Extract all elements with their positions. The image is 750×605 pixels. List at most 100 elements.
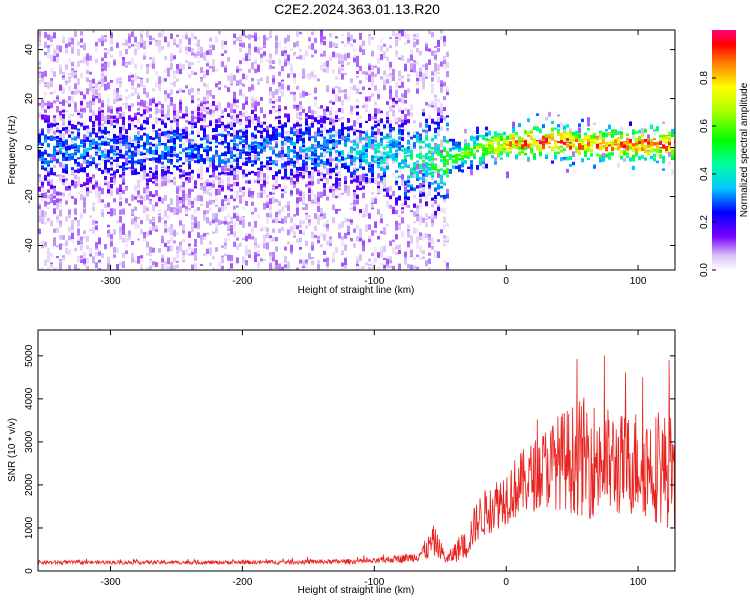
spectrogram-cell (443, 182, 446, 186)
spectrogram-cell (359, 254, 362, 261)
spectrogram-cell (350, 158, 353, 163)
spectrogram-cell (149, 191, 152, 197)
spectrogram-cell (56, 135, 59, 139)
spectrogram-cell (68, 145, 71, 150)
spectrogram-cell (239, 68, 242, 72)
spectrogram-cell (125, 139, 128, 144)
spectrogram-cell (95, 242, 98, 248)
spectrogram-cell (191, 152, 194, 156)
spectrogram-cell (476, 143, 479, 146)
spectrogram-cell (353, 105, 356, 110)
spectrogram-cell (128, 144, 131, 147)
spectrogram-cell (224, 172, 227, 175)
spectrogram-cell (155, 143, 158, 147)
spectrogram-cell (164, 146, 167, 151)
spectrogram-cell (458, 141, 461, 145)
spectrogram-cell (98, 82, 101, 85)
spectrogram-cell (128, 230, 131, 236)
spectrogram-cell (215, 247, 218, 252)
spectrogram-cell (101, 102, 104, 108)
spectrogram-cell (434, 165, 437, 171)
spectrogram-cell (389, 139, 392, 144)
spectrogram-cell (512, 136, 515, 141)
spectrogram-cell (398, 215, 401, 218)
spectrogram-cell (122, 139, 125, 145)
spectrogram-cell (551, 147, 554, 152)
spectrogram-cell (392, 99, 395, 105)
spectrogram-cell (56, 198, 59, 203)
spectrogram-cell (236, 157, 239, 163)
spectrogram-cell (224, 253, 227, 257)
spectrogram-cell (140, 259, 143, 263)
spectrogram-cell (251, 236, 254, 240)
spectrogram-cell (362, 104, 365, 109)
spectrogram-cell (320, 53, 323, 57)
spectrogram-cell (344, 217, 347, 223)
spectrogram-cell (146, 194, 149, 200)
spectrogram-cell (383, 127, 386, 131)
spectrogram-cell (260, 168, 263, 175)
spectrogram-cell (416, 60, 419, 65)
spectrogram-cell (224, 134, 227, 138)
spectrogram-cell (239, 41, 242, 44)
spectrogram-cell (419, 67, 422, 72)
spectrogram-cell (140, 267, 143, 270)
spectrogram-cell (305, 182, 308, 187)
spectrogram-cell (383, 174, 386, 178)
spectrogram-cell (242, 132, 245, 136)
spectrogram-cell (95, 182, 98, 185)
spectrogram-cell (140, 113, 143, 117)
spectrogram-cell (368, 139, 371, 145)
spectrogram-cell (386, 79, 389, 84)
spectrogram-cell (167, 104, 170, 111)
spectrogram-cell (227, 176, 230, 183)
spectrogram-cell (260, 124, 263, 128)
spectrogram-cell (326, 219, 329, 224)
spectrogram-cell (368, 258, 371, 262)
spectrogram-cell (194, 222, 197, 229)
spectrogram-cell (338, 232, 341, 239)
spectrogram-cell (278, 108, 281, 112)
spectrogram-cell (41, 142, 44, 146)
spectrogram-cell (278, 126, 281, 129)
spectrogram-cell (356, 143, 359, 149)
spectrogram-cell (50, 155, 53, 161)
spectrogram-cell (92, 124, 95, 128)
spectrogram-cell (125, 163, 128, 166)
spectrogram-cell (185, 106, 188, 112)
spectrogram-cell (254, 144, 257, 150)
spectrogram-cell (425, 161, 428, 167)
spectrogram-cell (386, 156, 389, 162)
spectrogram-cell (206, 155, 209, 162)
spectrogram-cell (383, 135, 386, 140)
spectrogram-cell (284, 264, 287, 268)
spectrogram-cell (62, 257, 65, 261)
spectrogram-cell (122, 223, 125, 229)
spectrogram-cell (494, 147, 497, 152)
spectrogram-cell (185, 131, 188, 135)
spectrogram-cell (194, 239, 197, 246)
spectrogram-cell (269, 162, 272, 165)
spectrogram-cell (89, 161, 92, 164)
spectrogram-cell (44, 109, 47, 113)
spectrogram-cell (407, 184, 410, 188)
spectrogram-cell (188, 37, 191, 45)
spectrogram-cell (353, 120, 356, 127)
spectrogram-cell (554, 127, 557, 130)
spectrogram-cell (404, 159, 407, 163)
spectrogram-cell (425, 124, 428, 128)
spectrogram-cell (302, 142, 305, 147)
spectrogram-cell (473, 152, 476, 155)
spectrogram-cell (71, 114, 74, 117)
spectrogram-cell (131, 58, 134, 65)
spectrogram-cell (77, 237, 80, 241)
spectrogram-cell (119, 143, 122, 150)
spectrogram-cell (464, 147, 467, 150)
spectrogram-cell (428, 252, 431, 256)
spectrogram-cell (347, 96, 350, 102)
spectrogram-cell (209, 157, 212, 162)
spectrogram-cell (350, 148, 353, 151)
spectrogram-cell (356, 268, 359, 270)
spectrogram-cell (152, 247, 155, 253)
spectrogram-cell (104, 61, 107, 65)
